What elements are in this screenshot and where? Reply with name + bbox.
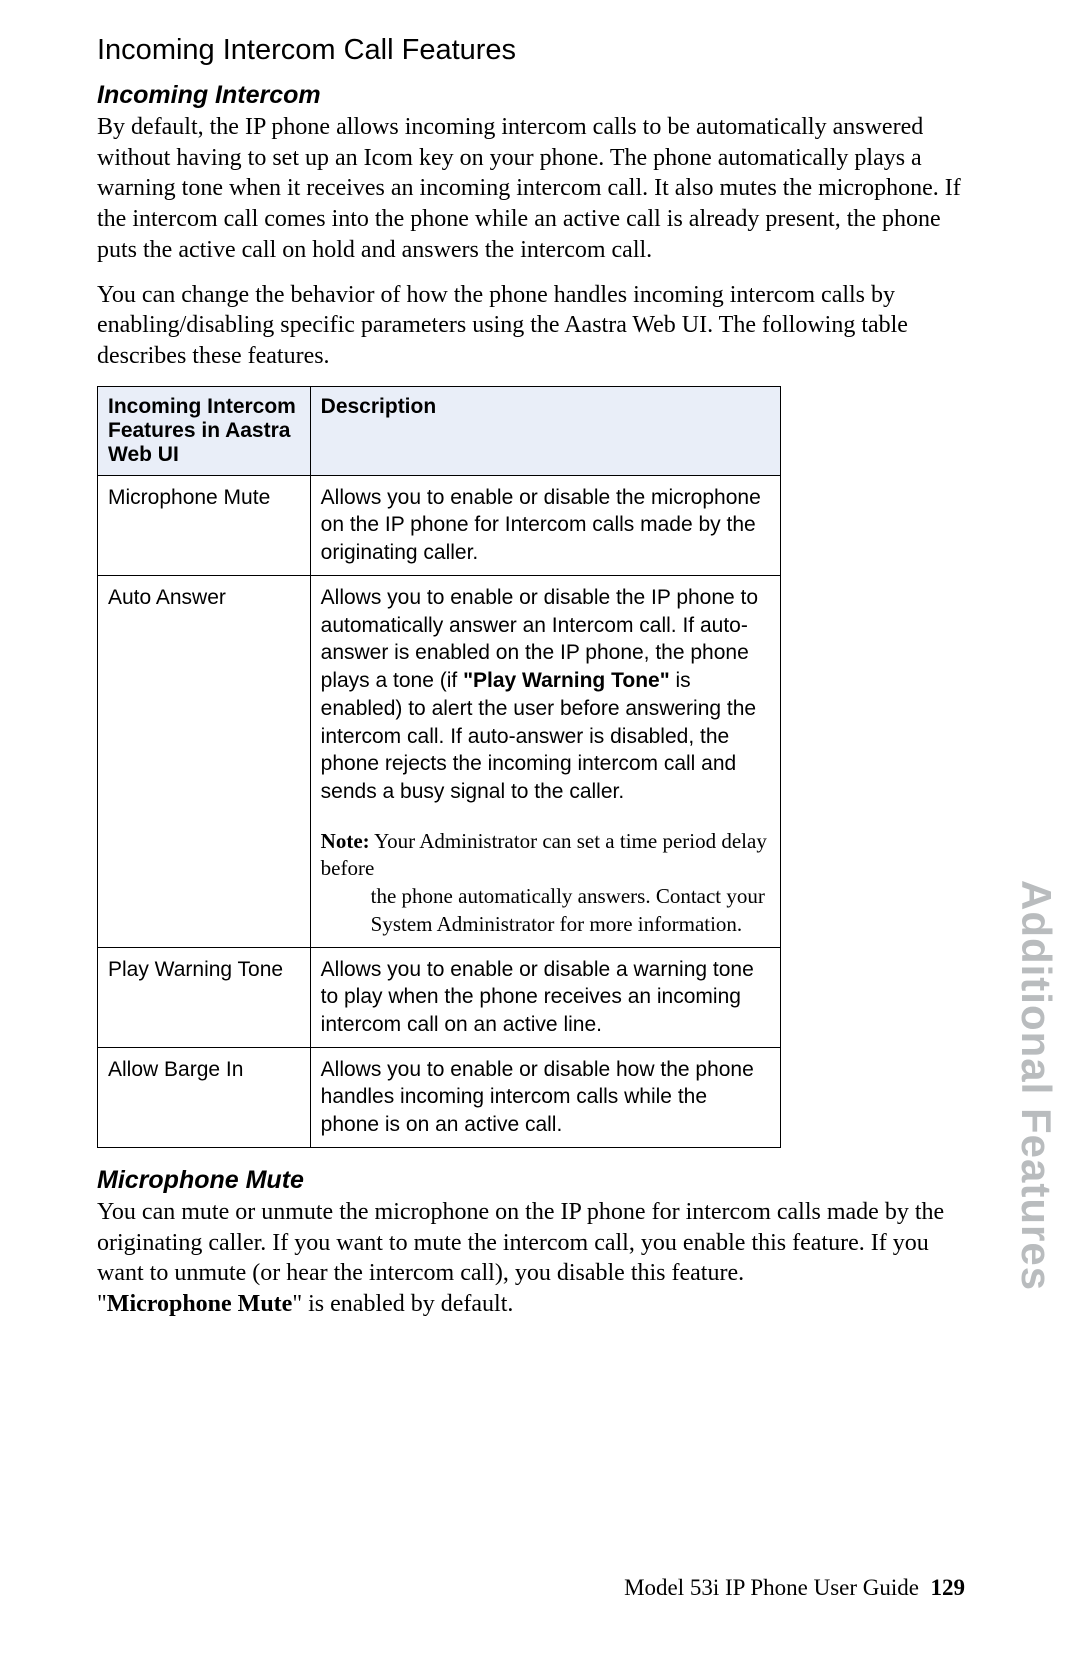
text: " is enabled by default.	[292, 1291, 513, 1317]
table-header-cell: Incoming Intercom Features in Aastra Web…	[98, 386, 311, 475]
table-row: Microphone Mute Allows you to enable or …	[98, 475, 781, 575]
paragraph: "Microphone Mute" is enabled by default.	[97, 1289, 965, 1320]
page-number: 129	[931, 1575, 966, 1600]
footer-text: Model 53i IP Phone User Guide	[624, 1575, 919, 1600]
table-cell-feature: Play Warning Tone	[98, 947, 311, 1047]
paragraph: You can change the behavior of how the p…	[97, 280, 965, 372]
page-footer: Model 53i IP Phone User Guide 129	[624, 1575, 965, 1601]
table-row: Auto Answer Allows you to enable or disa…	[98, 575, 781, 947]
table-cell-desc: Allows you to enable or disable the IP p…	[310, 575, 780, 947]
side-section-label: Additional Features	[1012, 880, 1060, 1291]
note-continuation: the phone automatically answers. Contact…	[321, 883, 770, 938]
page-title: Incoming Intercom Call Features	[97, 34, 965, 67]
note-label: Note:	[321, 829, 370, 853]
table-row: Allow Barge In Allows you to enable or d…	[98, 1047, 781, 1147]
table-row: Play Warning Tone Allows you to enable o…	[98, 947, 781, 1047]
section-heading-microphone-mute: Microphone Mute	[97, 1166, 965, 1195]
desc-bold: "Play Warning Tone"	[463, 669, 670, 692]
section-heading-incoming-intercom: Incoming Intercom	[97, 81, 965, 110]
table-cell-desc: Allows you to enable or disable a warnin…	[310, 947, 780, 1047]
note-text: Your Administrator can set a time period…	[321, 829, 767, 881]
paragraph: You can mute or unmute the microphone on…	[97, 1197, 965, 1289]
intercom-features-table: Incoming Intercom Features in Aastra Web…	[97, 386, 781, 1148]
text: "	[97, 1291, 107, 1317]
table-header-cell: Description	[310, 386, 780, 475]
table-cell-feature: Auto Answer	[98, 575, 311, 947]
bold-text: Microphone Mute	[107, 1291, 293, 1317]
table-cell-feature: Microphone Mute	[98, 475, 311, 575]
table-cell-feature: Allow Barge In	[98, 1047, 311, 1147]
table-cell-desc: Allows you to enable or disable how the …	[310, 1047, 780, 1147]
table-cell-desc: Allows you to enable or disable the micr…	[310, 475, 780, 575]
table-header-row: Incoming Intercom Features in Aastra Web…	[98, 386, 781, 475]
document-page: Incoming Intercom Call Features Incoming…	[0, 0, 1080, 1669]
note-block: Note: Your Administrator can set a time …	[321, 828, 770, 939]
paragraph: By default, the IP phone allows incoming…	[97, 112, 965, 266]
